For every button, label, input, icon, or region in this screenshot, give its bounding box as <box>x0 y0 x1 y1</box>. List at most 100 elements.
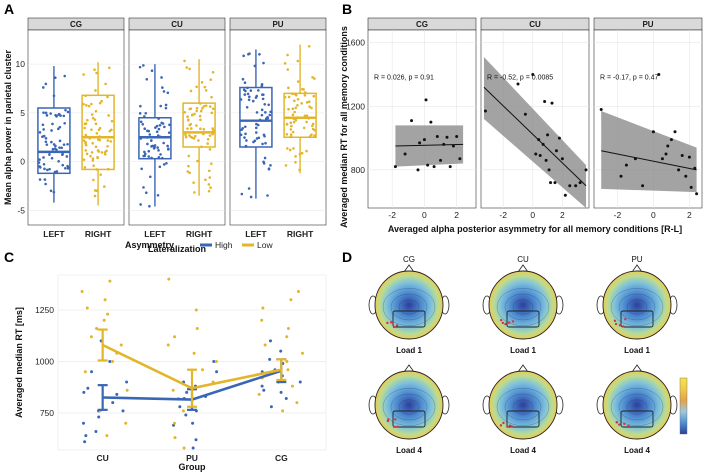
d-cluster-box <box>620 410 654 428</box>
c-data-point <box>261 306 265 310</box>
a-data-point <box>241 127 245 130</box>
a-data-point <box>161 86 164 89</box>
a-data-point <box>188 67 191 71</box>
b-x-axis-title: Averaged alpha posterior asymmetry for a… <box>388 224 682 234</box>
c-data-point <box>83 370 87 374</box>
a-data-point <box>292 120 296 124</box>
c-data-point <box>124 421 128 425</box>
c-data-point <box>284 397 288 401</box>
a-data-point <box>305 101 309 104</box>
a-data-point <box>139 203 142 206</box>
b-data-point <box>666 144 670 148</box>
a-data-point <box>85 152 89 156</box>
c-data-point <box>85 306 89 310</box>
a-data-point <box>49 189 53 193</box>
a-data-point <box>93 68 96 71</box>
a-data-point <box>48 153 51 156</box>
c-y-axis-title: Averaged median RT [ms] <box>14 307 24 418</box>
b-data-point <box>451 144 455 148</box>
c-data-point <box>286 327 290 331</box>
c-data-point <box>262 388 266 392</box>
d-row-label: Load 4 <box>510 446 536 455</box>
a-data-point <box>210 95 213 99</box>
a-data-point <box>262 162 266 165</box>
d-sensor-marker <box>499 424 503 427</box>
a-data-point <box>139 104 142 108</box>
c-x-tick-label: CG <box>275 453 288 463</box>
a-data-point <box>156 194 160 197</box>
b-data-point <box>432 165 436 169</box>
a-data-point <box>262 61 265 65</box>
a-data-point <box>256 123 260 127</box>
a-data-point <box>96 156 99 160</box>
a-data-point <box>140 167 143 171</box>
a-data-point <box>143 150 146 154</box>
d-contour <box>398 299 420 315</box>
a-data-point <box>290 124 293 128</box>
a-data-point <box>160 76 163 79</box>
a-data-point <box>83 166 87 169</box>
b-x-tick-label: 2 <box>454 210 459 220</box>
a-data-point <box>266 115 269 119</box>
a-data-point <box>285 133 289 136</box>
a-data-point <box>291 130 295 134</box>
a-data-point <box>84 149 87 152</box>
a-data-point <box>247 98 251 102</box>
c-data-point <box>89 335 93 339</box>
a-data-point <box>294 161 297 164</box>
a-data-point <box>62 143 66 146</box>
a-data-point <box>193 134 197 138</box>
b-data-point <box>544 158 548 162</box>
b-x-tick-label: 2 <box>560 210 565 220</box>
a-data-point <box>192 137 196 140</box>
a-data-point <box>167 131 171 134</box>
a-data-point <box>94 109 98 113</box>
a-data-point <box>57 160 60 163</box>
b-data-point <box>687 155 691 159</box>
a-data-point <box>203 85 207 89</box>
a-data-point <box>208 105 212 108</box>
a-data-point <box>107 114 110 117</box>
d-contour <box>390 393 428 421</box>
a-data-point <box>159 104 163 108</box>
b-data-point <box>516 82 520 86</box>
a-data-point <box>184 133 187 137</box>
a-data-point <box>158 123 162 127</box>
a-data-point <box>199 118 202 122</box>
a-data-point <box>90 102 93 106</box>
a-data-point <box>187 164 190 168</box>
a-data-point <box>145 77 149 81</box>
b-data-point <box>455 134 459 138</box>
d-contour <box>504 393 542 421</box>
a-data-point <box>44 182 47 186</box>
a-data-point <box>59 114 62 117</box>
d-row-label: Load 4 <box>396 446 422 455</box>
c-data-point <box>201 368 205 372</box>
a-data-point <box>192 181 195 184</box>
a-data-point <box>286 53 289 57</box>
d-contour <box>626 299 648 315</box>
a-data-point <box>311 122 315 126</box>
c-data-point <box>260 384 264 388</box>
a-data-point <box>195 124 198 127</box>
b-data-point <box>557 136 561 140</box>
b-data-point <box>664 152 668 156</box>
a-data-point <box>57 127 60 131</box>
a-data-point <box>106 139 110 142</box>
b-data-point <box>445 135 449 139</box>
c-data-point <box>182 446 186 450</box>
b-x-tick-label: 2 <box>687 210 692 220</box>
a-facet-panel <box>128 29 226 226</box>
a-data-point <box>38 158 41 161</box>
a-data-point <box>86 118 89 122</box>
a-data-point <box>91 159 95 162</box>
c-data-point <box>173 335 177 339</box>
a-data-point <box>243 81 247 85</box>
a-data-point <box>244 132 247 136</box>
a-data-point <box>267 103 271 107</box>
b-data-point <box>416 168 420 172</box>
a-data-point <box>60 146 63 150</box>
a-data-point <box>143 127 147 130</box>
a-data-point <box>166 91 170 95</box>
a-data-point <box>242 88 246 91</box>
